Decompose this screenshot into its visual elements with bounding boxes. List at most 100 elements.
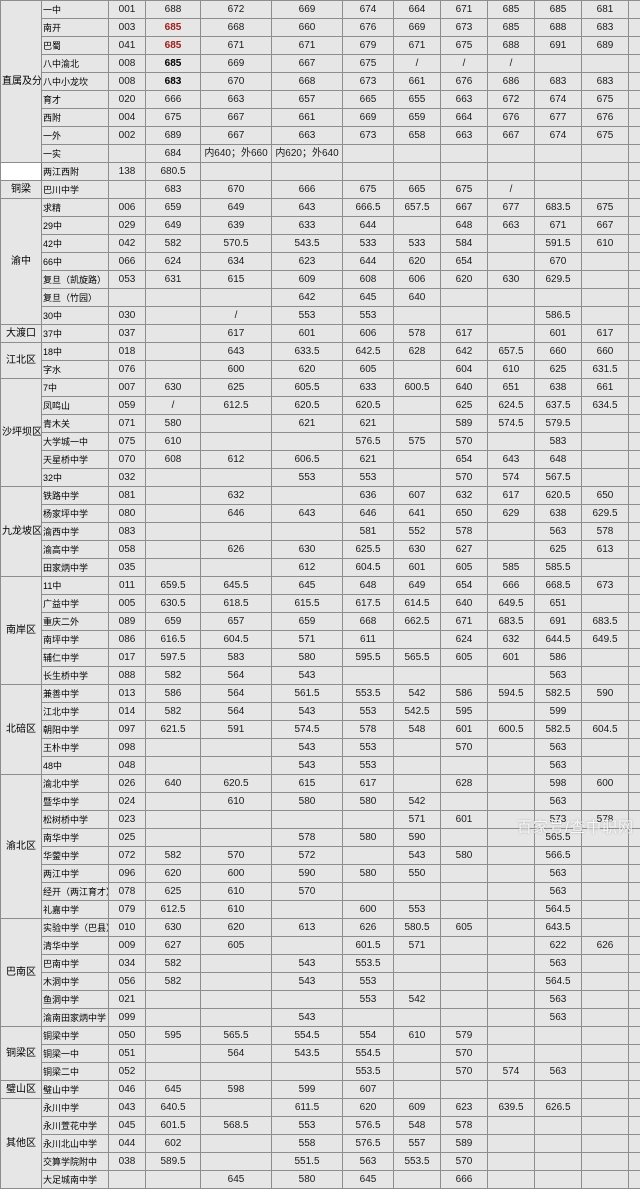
school-code-cell: 005 <box>109 595 146 613</box>
score-cell: 672 <box>488 91 535 109</box>
score-cell: 685 <box>146 55 201 73</box>
score-cell <box>394 217 441 235</box>
score-cell: 650 <box>441 505 488 523</box>
score-cell: 675 <box>343 55 394 73</box>
score-cell: 606 <box>394 271 441 289</box>
school-name-cell: 渝南田家炳中学 <box>42 1009 109 1027</box>
score-cell: 625 <box>535 541 582 559</box>
score-cell: 671 <box>272 37 343 55</box>
score-cell: 610 <box>201 901 272 919</box>
score-cell: 610 <box>394 1027 441 1045</box>
score-cell: 620 <box>441 271 488 289</box>
score-cell <box>394 883 441 901</box>
score-cell <box>394 1009 441 1027</box>
score-cell: 570 <box>441 433 488 451</box>
region-cell: 其他区 <box>1 1099 42 1189</box>
score-cell: 657 <box>201 613 272 631</box>
score-cell: 612.5 <box>146 901 201 919</box>
score-cell: 680 <box>629 37 640 55</box>
score-cell: 686 <box>488 73 535 91</box>
school-name-cell: 求精 <box>42 199 109 217</box>
score-cell: 601.5 <box>146 1117 201 1135</box>
score-cell: 600 <box>201 865 272 883</box>
score-cell: 688 <box>535 19 582 37</box>
score-cell: 548 <box>394 721 441 739</box>
score-cell: 645 <box>201 1171 272 1189</box>
score-cell <box>629 271 640 289</box>
score-cell: 649.5 <box>488 595 535 613</box>
score-cell: 658 <box>629 577 640 595</box>
score-cell: 602 <box>146 1135 201 1153</box>
score-cell <box>201 433 272 451</box>
score-cell <box>582 739 629 757</box>
score-cell: 665 <box>343 91 394 109</box>
score-cell <box>629 649 640 667</box>
region-cell: 直属及分校 <box>1 1 42 163</box>
score-cell <box>582 883 629 901</box>
school-code-cell: 080 <box>109 505 146 523</box>
region-cell: 铜梁区 <box>1 1027 42 1081</box>
score-cell <box>441 289 488 307</box>
school-name-cell: 永川萱花中学 <box>42 1117 109 1135</box>
score-cell <box>488 1171 535 1189</box>
score-cell <box>535 1117 582 1135</box>
school-name-cell: 大足城南中学 <box>42 1171 109 1189</box>
score-cell <box>201 469 272 487</box>
score-cell: 543 <box>272 1009 343 1027</box>
score-cell: 640 <box>146 775 201 793</box>
score-cell <box>535 1171 582 1189</box>
score-cell: 570 <box>441 1045 488 1063</box>
score-cell: 673 <box>582 577 629 595</box>
score-cell <box>582 1171 629 1189</box>
school-name-cell: 11中 <box>42 577 109 595</box>
score-cell: 552 <box>394 523 441 541</box>
school-name-cell: 南华中学 <box>42 829 109 847</box>
score-cell: 645 <box>146 1081 201 1099</box>
score-cell: 667 <box>582 217 629 235</box>
score-cell: 659.5 <box>146 577 201 595</box>
score-cell: 616.5 <box>629 631 640 649</box>
score-cell: 620.5 <box>343 397 394 415</box>
score-cell: 598 <box>535 775 582 793</box>
score-cell <box>629 703 640 721</box>
score-cell <box>394 955 441 973</box>
school-code-cell: 076 <box>109 361 146 379</box>
score-cell: 581 <box>343 523 394 541</box>
score-cell: 639 <box>201 217 272 235</box>
score-cell: 613 <box>582 541 629 559</box>
score-cell: 665 <box>394 181 441 199</box>
score-cell <box>488 289 535 307</box>
score-cell <box>146 505 201 523</box>
score-cell: 575 <box>394 433 441 451</box>
score-cell: 615.5 <box>272 595 343 613</box>
score-cell: 582 <box>146 973 201 991</box>
school-code-cell: 043 <box>109 1099 146 1117</box>
school-name-cell: 铁路中学 <box>42 487 109 505</box>
school-code-cell: 029 <box>109 217 146 235</box>
score-cell: 630 <box>146 379 201 397</box>
school-name-cell: 永川北山中学 <box>42 1135 109 1153</box>
school-name-cell: 巴蜀 <box>42 37 109 55</box>
score-cell: 580 <box>272 1171 343 1189</box>
score-cell: 564 <box>201 667 272 685</box>
score-cell: 574 <box>629 523 640 541</box>
score-cell <box>201 163 272 181</box>
score-cell: 543 <box>272 757 343 775</box>
score-cell <box>201 289 272 307</box>
score-cell: 630 <box>146 919 201 937</box>
school-code-cell: 007 <box>109 379 146 397</box>
score-cell <box>394 1063 441 1081</box>
score-cell: 624.5 <box>488 397 535 415</box>
score-cell <box>441 793 488 811</box>
school-code-cell: 026 <box>109 775 146 793</box>
score-cell: 614.5 <box>394 595 441 613</box>
score-cell: 586 <box>146 685 201 703</box>
score-cell: 561.5 <box>272 685 343 703</box>
score-cell: 570 <box>441 1063 488 1081</box>
score-cell <box>201 955 272 973</box>
score-cell: 613 <box>272 919 343 937</box>
table-row: 西附004675667661669659664676677676661676 <box>1 109 640 127</box>
